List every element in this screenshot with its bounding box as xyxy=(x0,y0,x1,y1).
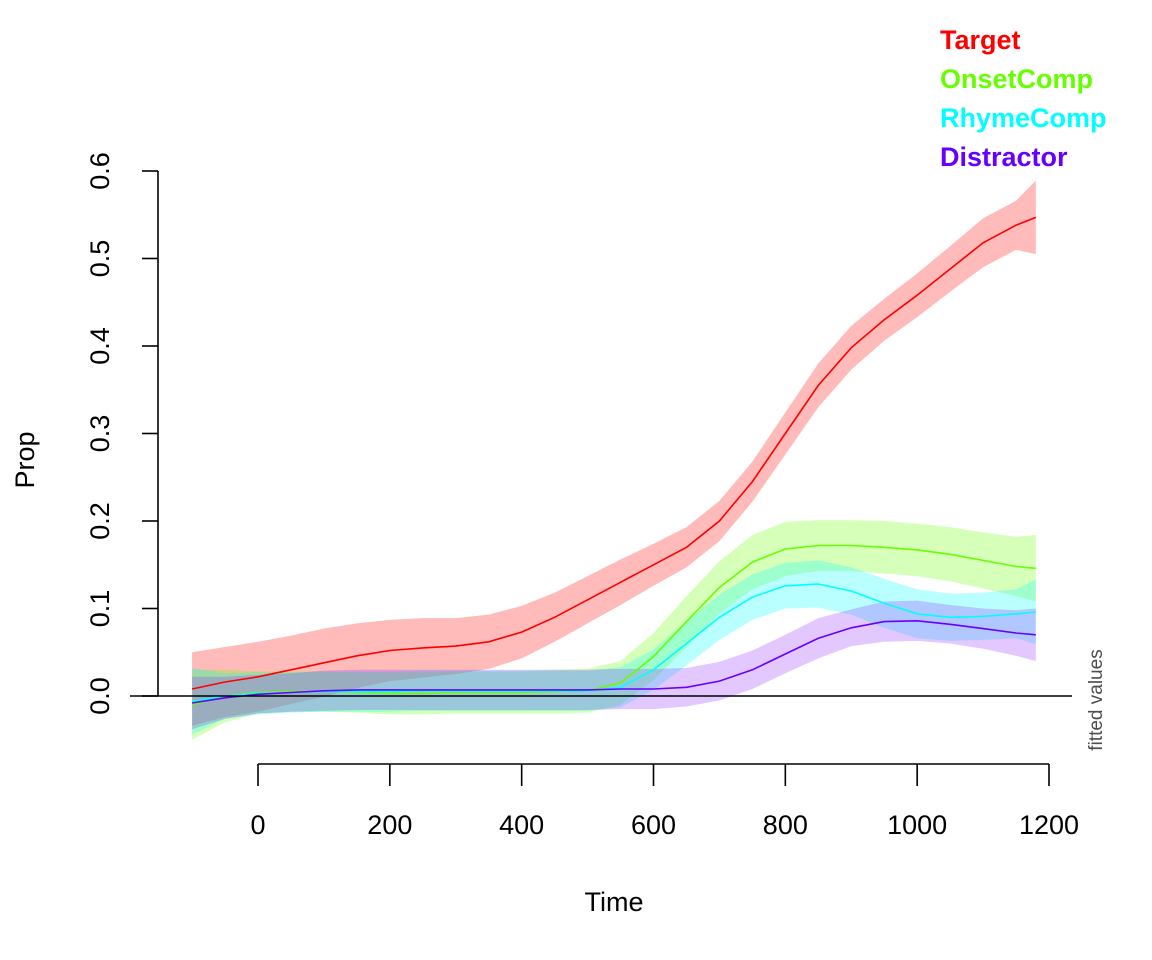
legend-item-distractor: Distractor xyxy=(940,142,1068,172)
y-axis-title: Prop xyxy=(10,431,40,488)
x-tick-label: 400 xyxy=(499,810,544,840)
y-tick-label: 0.1 xyxy=(85,590,115,628)
y-tick-label: 0.5 xyxy=(85,240,115,278)
line-distractor xyxy=(191,619,1036,704)
band-target xyxy=(192,180,1036,726)
y-tick-label: 0.4 xyxy=(85,327,115,365)
series-lines xyxy=(191,216,1037,706)
fitted-values-note: fitted values xyxy=(1086,649,1107,750)
y-tick-label: 0.0 xyxy=(85,677,115,715)
y-tick-label: 0.6 xyxy=(85,152,115,190)
x-tick-label: 1200 xyxy=(1019,810,1079,840)
line-rhymecomp xyxy=(191,583,1036,703)
x-axis: 0 200 400 600 800 1000 1200 xyxy=(250,763,1079,840)
x-tick-label: 200 xyxy=(367,810,412,840)
x-axis-title: Time xyxy=(585,887,644,917)
y-axis: 0.0 0.1 0.2 0.3 0.4 0.5 0.6 xyxy=(85,152,159,715)
legend-item-target: Target xyxy=(940,25,1021,55)
x-tick-label: 800 xyxy=(763,810,808,840)
legend-item-rhymecomp: RhymeComp xyxy=(940,103,1107,133)
x-tick-label: 600 xyxy=(631,810,676,840)
legend: Target OnsetComp RhymeComp Distractor xyxy=(940,25,1107,172)
x-tick-label: 0 xyxy=(250,810,265,840)
y-tick-label: 0.2 xyxy=(85,502,115,540)
y-tick-label: 0.3 xyxy=(85,415,115,453)
band-onsetcomp xyxy=(192,520,1036,740)
band-distractor xyxy=(192,600,1036,730)
line-target xyxy=(191,216,1037,690)
confidence-bands xyxy=(192,180,1036,740)
x-tick-label: 1000 xyxy=(887,810,947,840)
legend-item-onsetcomp: OnsetComp xyxy=(940,64,1093,94)
